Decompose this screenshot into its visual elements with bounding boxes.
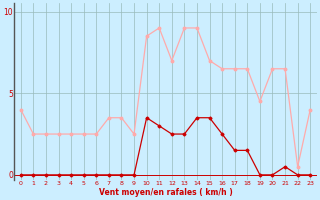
X-axis label: Vent moyen/en rafales ( km/h ): Vent moyen/en rafales ( km/h ) [99,188,232,197]
